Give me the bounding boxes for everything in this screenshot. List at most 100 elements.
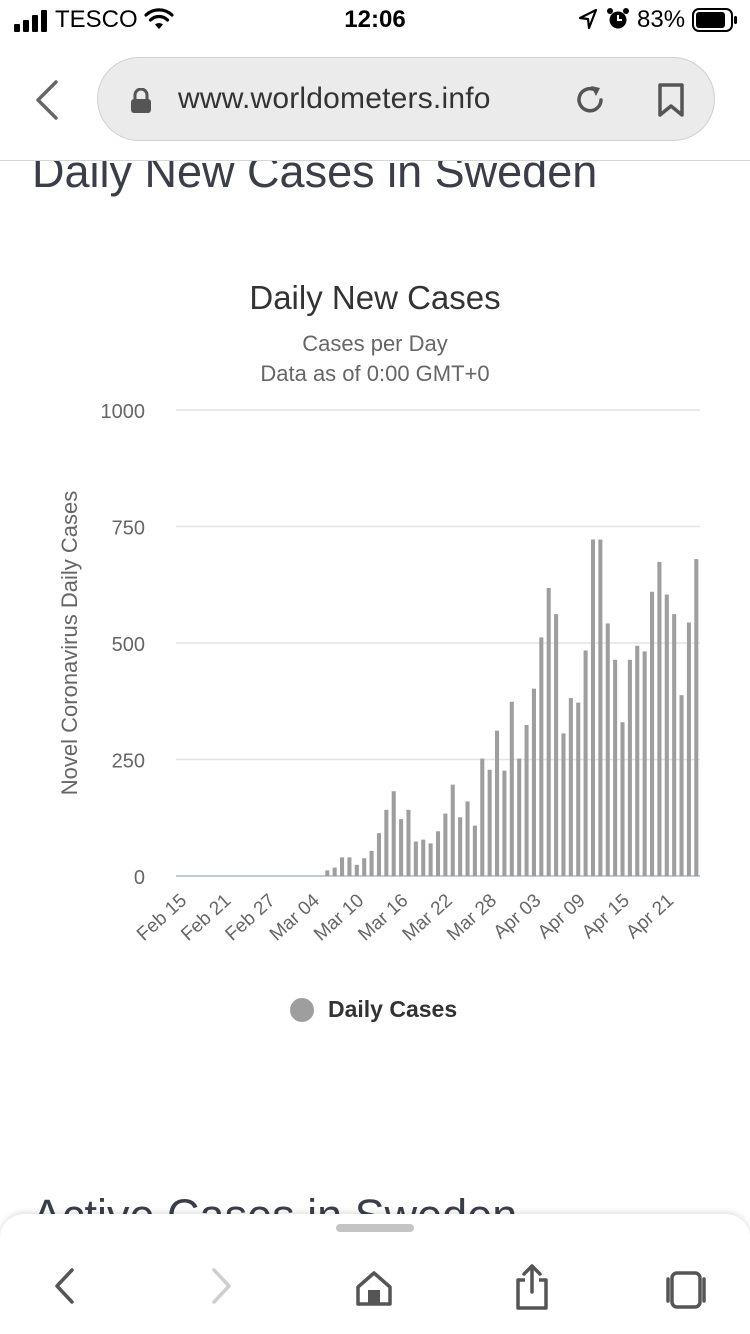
status-bar: TESCO 12:06 83%: [0, 0, 750, 40]
reload-icon[interactable]: [572, 82, 608, 118]
back-icon[interactable]: [30, 78, 66, 122]
gridlines: 0 250 500 750 1000: [101, 401, 700, 889]
bar[interactable]: [664, 594, 669, 876]
home-icon[interactable]: [354, 1268, 394, 1308]
bar[interactable]: [325, 870, 330, 876]
bar[interactable]: [384, 809, 389, 876]
address-bar-divider: [0, 160, 750, 161]
x-tick-label: Mar 22: [399, 890, 457, 945]
forward-icon[interactable]: [206, 1266, 236, 1306]
bar[interactable]: [369, 850, 374, 876]
wifi-icon: [144, 8, 174, 29]
bar[interactable]: [391, 791, 396, 876]
y-tick-label: 0: [134, 867, 145, 889]
location-arrow-icon: [578, 8, 598, 30]
bar[interactable]: [495, 730, 500, 876]
bar[interactable]: [502, 770, 507, 876]
bar[interactable]: [458, 817, 463, 876]
bar[interactable]: [399, 819, 404, 876]
bar[interactable]: [340, 857, 345, 876]
lock-icon: [131, 88, 151, 113]
bar[interactable]: [509, 701, 514, 876]
y-tick-label: 500: [112, 634, 145, 656]
bar[interactable]: [568, 697, 573, 876]
bar[interactable]: [561, 733, 566, 876]
address-bar[interactable]: www.worldometers.info: [97, 57, 715, 141]
bar[interactable]: [524, 725, 529, 876]
bar[interactable]: [672, 614, 677, 876]
section-heading-clip: Daily New Cases in Sweden: [0, 161, 750, 221]
bar[interactable]: [576, 702, 581, 876]
bar[interactable]: [657, 561, 662, 876]
y-tick-label: 750: [112, 518, 145, 540]
bar[interactable]: [613, 659, 618, 876]
bars: [325, 539, 699, 877]
bar[interactable]: [443, 813, 448, 876]
bar[interactable]: [347, 857, 352, 876]
bar[interactable]: [539, 637, 544, 876]
bar[interactable]: [354, 864, 359, 876]
bar[interactable]: [517, 758, 522, 876]
carrier-name: TESCO: [55, 6, 138, 33]
bar[interactable]: [413, 841, 418, 876]
bar[interactable]: [376, 833, 381, 876]
bar[interactable]: [620, 722, 625, 876]
bar[interactable]: [590, 539, 596, 876]
chart-subtitle-line-1: Cases per Day: [302, 331, 448, 356]
bar[interactable]: [546, 588, 551, 876]
signal-icon: [14, 10, 47, 32]
bar[interactable]: [472, 825, 477, 876]
browser-toolbar: [0, 1214, 750, 1334]
bar[interactable]: [583, 650, 588, 876]
x-tick-label: Feb 21: [177, 890, 235, 945]
bar[interactable]: [480, 758, 485, 876]
x-tick-label: Mar 16: [354, 890, 412, 945]
chart-container: Daily New Cases Cases per Day Data as of…: [0, 260, 750, 1040]
bar[interactable]: [679, 695, 684, 876]
bar[interactable]: [406, 809, 411, 876]
bar[interactable]: [362, 858, 367, 876]
y-axis-title: Novel Coronavirus Daily Cases: [57, 491, 82, 795]
bar[interactable]: [450, 784, 455, 876]
bar[interactable]: [554, 614, 559, 876]
bar[interactable]: [686, 622, 691, 877]
share-icon[interactable]: [512, 1262, 552, 1312]
bar[interactable]: [435, 831, 441, 876]
bar[interactable]: [421, 839, 426, 876]
bar[interactable]: [627, 659, 632, 876]
x-tick-label: Apr 09: [534, 890, 590, 943]
bar[interactable]: [598, 539, 603, 876]
x-tick-label: Apr 21: [622, 890, 678, 943]
x-tick-label: Apr 03: [490, 890, 546, 943]
x-tick-label: Feb 15: [133, 890, 191, 945]
battery-percentage: 83%: [637, 6, 686, 33]
legend-marker: [290, 998, 314, 1022]
legend-label[interactable]: Daily Cases: [328, 996, 458, 1022]
section-heading: Daily New Cases in Sweden: [32, 161, 598, 197]
chart-subtitle-line-2: Data as of 0:00 GMT+0: [260, 361, 489, 386]
bar[interactable]: [465, 801, 470, 876]
bar[interactable]: [428, 843, 433, 876]
toolbar-grabber[interactable]: [336, 1224, 414, 1232]
alarm-clock-icon: [607, 8, 629, 29]
clock-time: 12:06: [344, 6, 406, 33]
bar[interactable]: [694, 559, 699, 876]
toolbar-back-icon[interactable]: [50, 1266, 80, 1306]
bar[interactable]: [531, 688, 536, 876]
bar[interactable]: [635, 645, 640, 876]
chart-title: Daily New Cases: [249, 279, 500, 316]
bar[interactable]: [650, 591, 655, 876]
x-tick-label: Apr 15: [578, 890, 634, 943]
bookmark-icon[interactable]: [656, 82, 686, 118]
bar[interactable]: [642, 651, 647, 876]
tabs-icon[interactable]: [664, 1270, 708, 1310]
y-tick-label: 250: [112, 751, 145, 773]
bar[interactable]: [487, 769, 492, 876]
bar[interactable]: [332, 867, 337, 876]
daily-cases-chart: Daily New Cases Cases per Day Data as of…: [57, 279, 700, 945]
url-text[interactable]: www.worldometers.info: [178, 82, 491, 115]
bar[interactable]: [605, 623, 610, 876]
battery-icon: [692, 8, 737, 32]
x-tick-label: Mar 10: [310, 890, 368, 945]
